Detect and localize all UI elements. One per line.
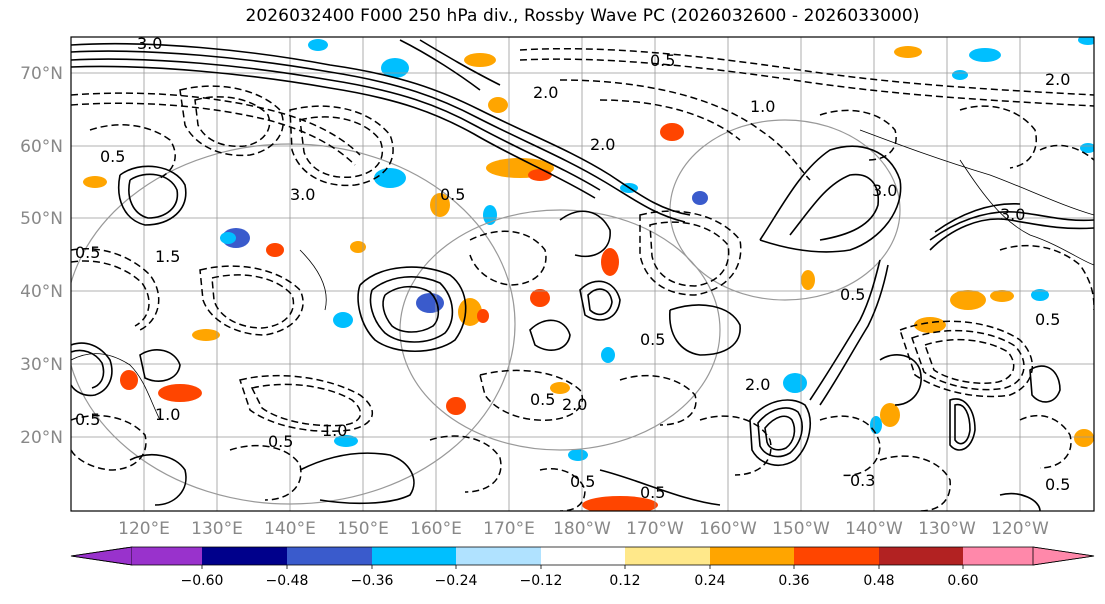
- solid-contours: [71, 39, 1094, 511]
- contour-label: 0.5: [75, 243, 100, 262]
- lon-label-170e: 170°E: [483, 519, 535, 539]
- colorbar-tick-label: 0.12: [609, 573, 640, 589]
- contour-label: 2.0: [562, 395, 587, 414]
- lon-label-150w: 150°W: [772, 519, 830, 539]
- colorbar-tick-label: 0.36: [778, 573, 809, 589]
- contour-label: 1.0: [322, 421, 347, 440]
- colorbar-tick-label: 0.24: [694, 573, 725, 589]
- colorbar-segment: [710, 547, 794, 565]
- contour-label: 1.0: [750, 97, 775, 116]
- longitude-labels: 120°E 130°E 140°E 150°E 160°E 170°E 180°…: [118, 519, 1049, 539]
- lat-label-50n: 50°N: [20, 209, 63, 229]
- contour-label: 0.5: [268, 432, 293, 451]
- contour-label: 0.5: [530, 390, 555, 409]
- contour-label: 2.0: [590, 135, 615, 154]
- colorbar-tick-label: −0.48: [266, 573, 309, 589]
- lon-label-120w: 120°W: [991, 519, 1049, 539]
- contour-label: 1.0: [155, 405, 180, 424]
- contour-label: 0.5: [650, 51, 675, 70]
- lon-label-160w: 160°W: [699, 519, 757, 539]
- lon-label-170w: 170°W: [626, 519, 684, 539]
- lon-label-140e: 140°E: [264, 519, 316, 539]
- lat-label-20n: 20°N: [20, 428, 63, 448]
- colorbar-segment: [287, 547, 372, 565]
- lon-label-140w: 140°W: [845, 519, 903, 539]
- graticule: [71, 37, 1094, 511]
- contour-label: 0.5: [75, 410, 100, 429]
- contour-label: 1.5: [155, 247, 180, 266]
- colorbar-segment: [372, 547, 456, 565]
- colorbar-tick-label: −0.36: [351, 573, 394, 589]
- colorbar-tick-label: 0.48: [863, 573, 894, 589]
- contour-label: 2.0: [533, 83, 558, 102]
- contour-label: 0.5: [1045, 475, 1070, 494]
- contour-label: 2.0: [745, 375, 770, 394]
- contour-label: 3.0: [872, 181, 897, 200]
- colorbar-segment: [202, 547, 287, 565]
- lon-label-130w: 130°W: [918, 519, 976, 539]
- lon-label-180w: 180°W: [553, 519, 611, 539]
- contour-label: 0.5: [1035, 310, 1060, 329]
- contour-label: 0.5: [640, 483, 665, 502]
- lat-label-40n: 40°N: [20, 282, 63, 302]
- colorbar-tick-label: −0.24: [435, 573, 478, 589]
- colorbar-segment: [963, 547, 1033, 565]
- colorbar-segment: [794, 547, 879, 565]
- contour-label: 3.0: [290, 185, 315, 204]
- lat-label-60n: 60°N: [20, 137, 63, 157]
- colorbar: −0.60 −0.48 −0.36 −0.24 −0.12 0.12 0.24 …: [70, 546, 1095, 589]
- map-frame: [70, 36, 1095, 512]
- contour-labels: 3.0 0.5 3.0 2.0 1.0 0.5 1.5 2.0 0.5 3.0 …: [75, 34, 1070, 502]
- lon-label-150e: 150°E: [337, 519, 389, 539]
- colorbar-segment: [541, 547, 625, 565]
- map-title: 2026032400 F000 250 hPa div., Rossby Wav…: [245, 6, 920, 26]
- contour-label: 2.0: [1045, 70, 1070, 89]
- colorbar-tick-label: 0.60: [947, 573, 978, 589]
- colorbar-segment: [456, 547, 541, 565]
- colorbar-segment: [625, 547, 710, 565]
- colorbar-segment: [879, 547, 963, 565]
- lon-label-120e: 120°E: [118, 519, 170, 539]
- colorbar-arrow-right: [1032, 546, 1095, 566]
- contour-label: 3.0: [1000, 205, 1025, 224]
- contour-label: 0.5: [840, 285, 865, 304]
- lon-label-130e: 130°E: [191, 519, 243, 539]
- dashed-contours: [71, 47, 1094, 511]
- contour-label: 0.3: [850, 471, 875, 490]
- latitude-labels: 70°N 60°N 50°N 40°N 30°N 20°N: [20, 64, 63, 448]
- map-plot-area: 3.0 0.5 3.0 2.0 1.0 0.5 1.5 2.0 0.5 3.0 …: [71, 34, 1094, 511]
- contour-label: 3.0: [137, 34, 162, 53]
- colorbar-tick-label: −0.60: [181, 573, 224, 589]
- lat-label-30n: 30°N: [20, 355, 63, 375]
- colorbar-segment: [132, 547, 202, 565]
- lat-label-70n: 70°N: [20, 64, 63, 84]
- colorbar-arrow-left: [70, 546, 133, 566]
- lon-label-160e: 160°E: [410, 519, 462, 539]
- contour-label: 0.5: [570, 472, 595, 491]
- contour-label: 0.5: [100, 147, 125, 166]
- contour-label: 0.5: [440, 185, 465, 204]
- contour-label: 0.5: [640, 330, 665, 349]
- colorbar-tick-label: −0.12: [520, 573, 563, 589]
